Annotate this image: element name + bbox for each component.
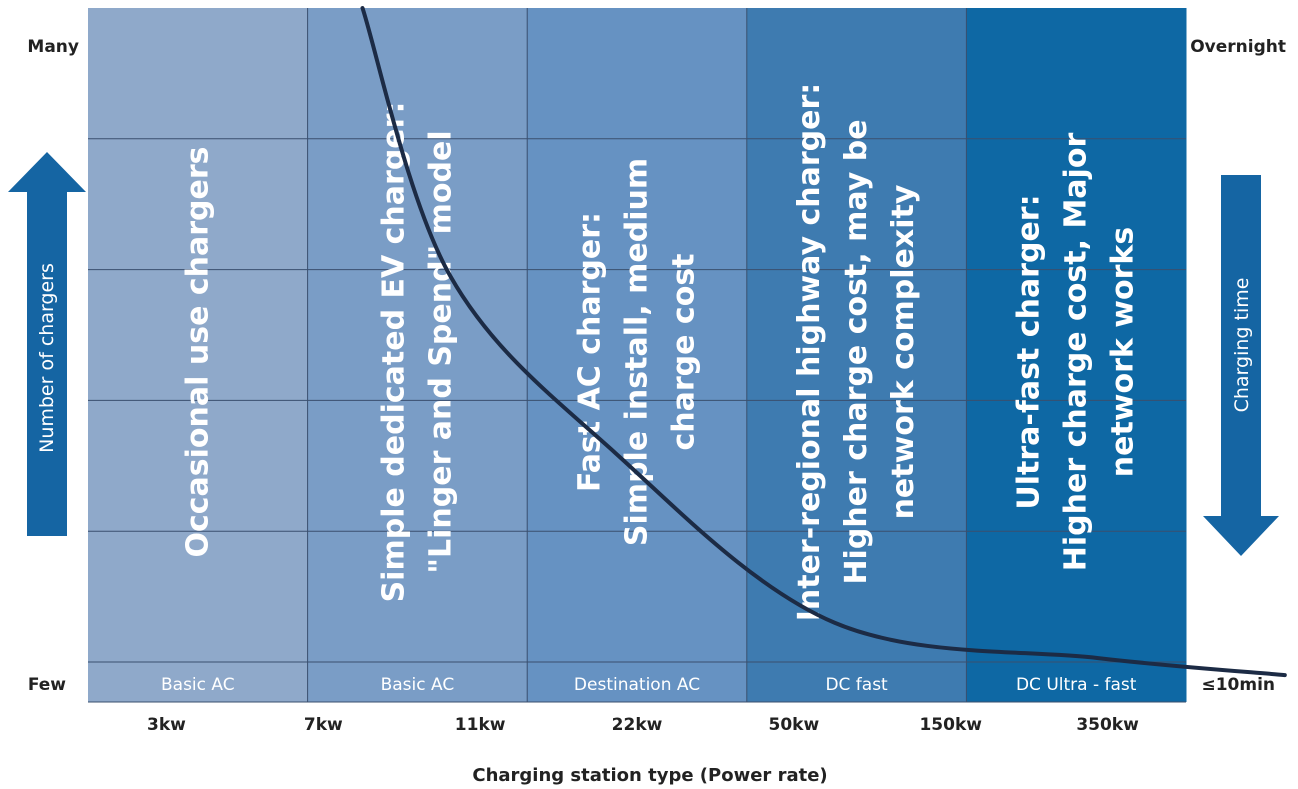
category-text-line: Higher charge cost, may be [839, 119, 874, 584]
category-text-line: "Linger and Spend" model [423, 130, 458, 573]
up-arrow-icon [8, 152, 86, 536]
x-tick-label: 150kw [919, 715, 982, 735]
category-text-line: network complexity [886, 184, 921, 519]
band-label: Basic AC [381, 675, 455, 695]
x-tick-labels: 3kw 7kw 11kw 22kw 50kw 150kw 350kw [147, 715, 1139, 735]
x-axis-title: Charging station type (Power rate) [472, 765, 827, 786]
left-arrow: Number of chargers [8, 152, 86, 536]
category-text-line: Occasional use chargers [180, 146, 215, 557]
down-arrow-icon [1203, 175, 1279, 556]
category-text-line: Inter-regional highway charger: [792, 83, 827, 622]
category-text-line: Higher charge cost, Major [1059, 133, 1094, 572]
band-3 [527, 8, 748, 702]
band-label: DC Ultra - fast [1016, 675, 1137, 695]
x-tick-label: 350kw [1076, 715, 1139, 735]
right-top-label: Overnight [1190, 37, 1286, 57]
band-5 [966, 8, 1187, 702]
band-label: Destination AC [574, 675, 700, 695]
right-bottom-label: ≤10min [1201, 675, 1275, 695]
x-tick-label: 50kw [769, 715, 820, 735]
chargers-curve [360, 6, 1287, 678]
band-1 [88, 8, 309, 702]
category-text-line: network works [1106, 227, 1141, 478]
category-text-line: Fast AC charger: [573, 212, 608, 492]
x-tick-label: 3kw [147, 715, 186, 735]
x-tick-label: 7kw [304, 715, 343, 735]
category-text-line: Ultra-fast charger: [1012, 194, 1047, 509]
band-labels: Basic AC Basic AC Destination AC DC fast DC … [161, 675, 1137, 695]
grid-lines [88, 8, 1186, 703]
band-label: Basic AC [161, 675, 235, 695]
category-bands [88, 8, 1187, 702]
right-arrow: Charging time [1203, 175, 1279, 556]
left-bottom-label: Few [28, 675, 66, 695]
band-2 [307, 8, 528, 702]
x-tick-label: 22kw [612, 715, 663, 735]
band-4 [746, 8, 967, 702]
left-top-label: Many [27, 37, 79, 57]
category-text-line: charge cost [667, 253, 702, 450]
category-text-line: Simple dedicated EV charger: [376, 102, 411, 603]
category-text-line: Simple install, medium [620, 158, 655, 546]
left-axis-label: Number of chargers [36, 263, 58, 453]
category-descriptions: Occasional use chargers Simple dedicated … [180, 83, 1140, 622]
x-tick-label: 11kw [455, 715, 506, 735]
right-axis-label: Charging time [1231, 278, 1253, 413]
band-label: DC fast [825, 675, 888, 695]
